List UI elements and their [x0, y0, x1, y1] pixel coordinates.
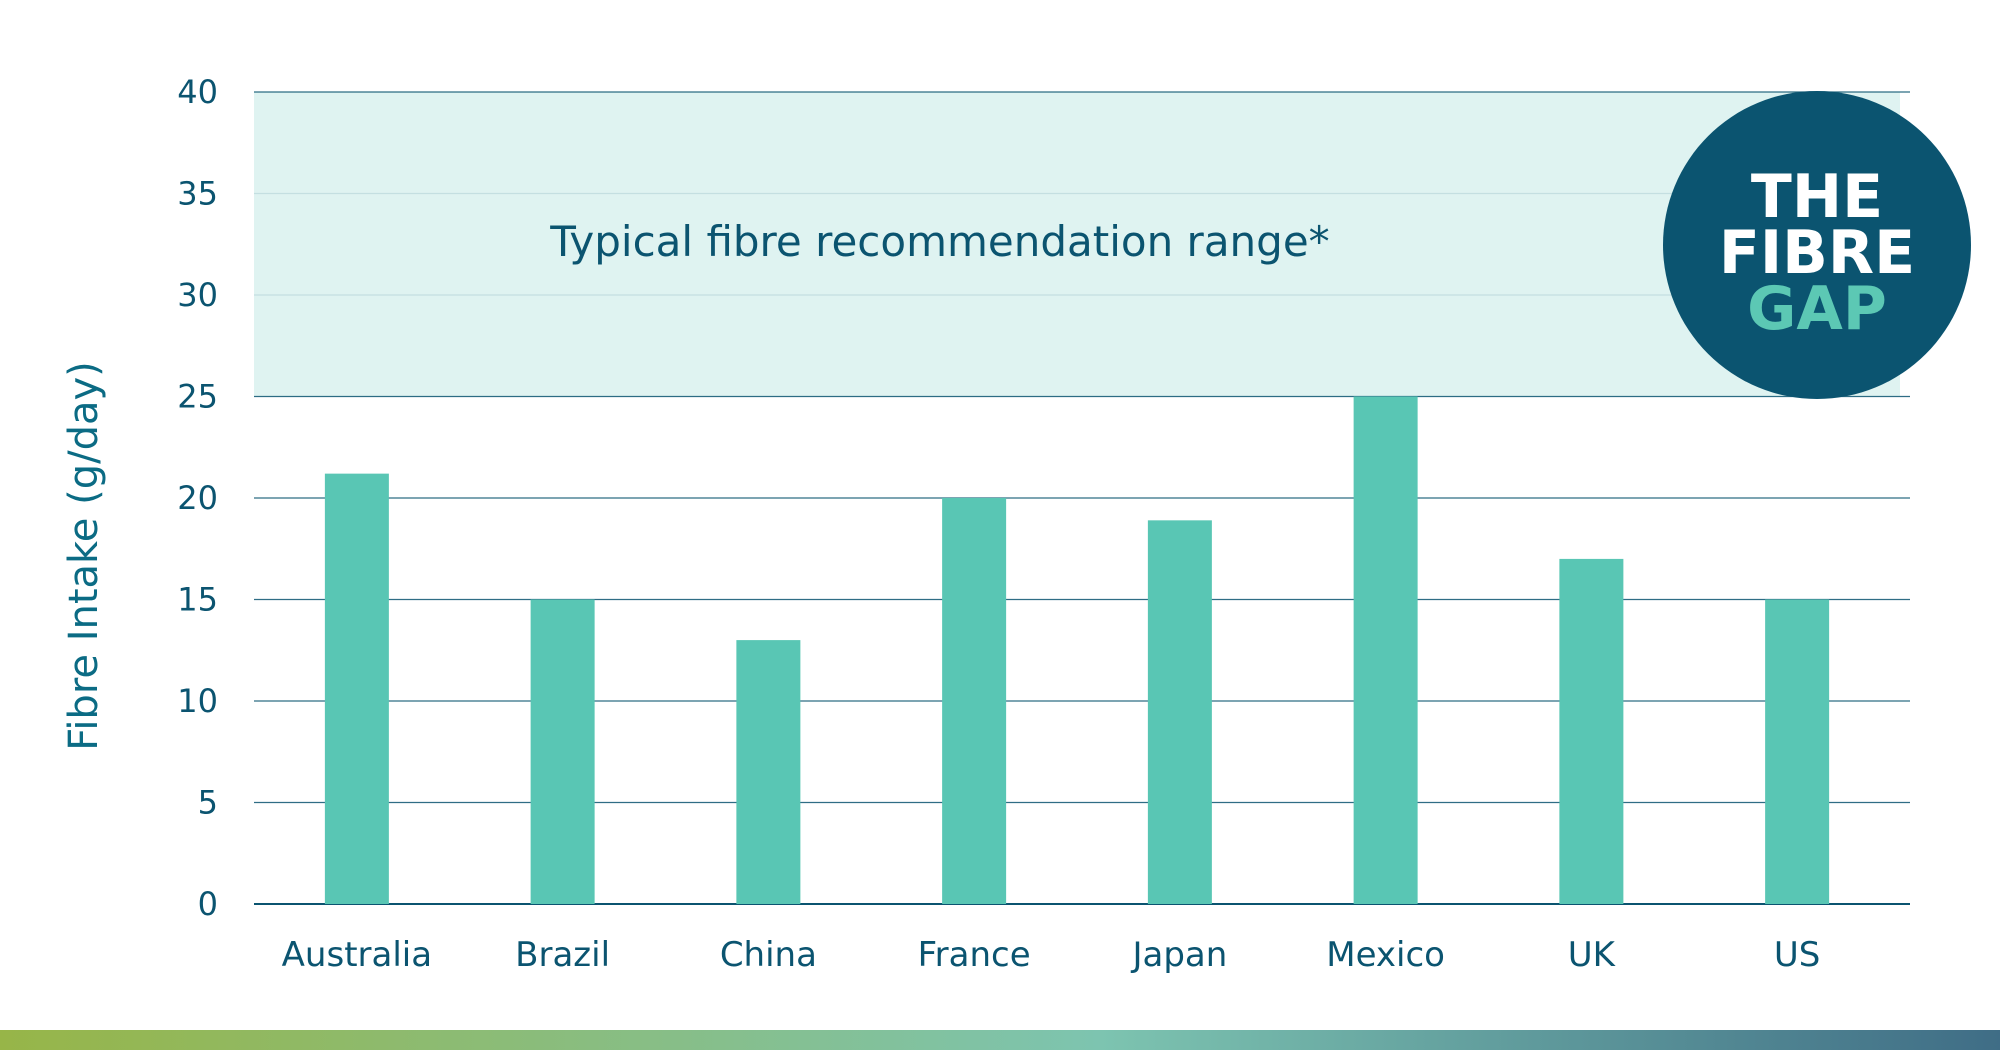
y-tick-label: 15	[177, 581, 218, 619]
badge-line-fibre: FIBRE	[1719, 218, 1915, 288]
x-tick-label: Australia	[282, 935, 432, 975]
bottom-gradient-strip	[0, 1030, 2000, 1050]
bar-uk	[1559, 558, 1624, 904]
y-axis-label: Fibre Intake (g/day)	[61, 361, 107, 751]
fibre-gap-badge: THE FIBRE GAP	[1663, 91, 1971, 399]
y-tick-label: 0	[198, 885, 218, 923]
y-tick-label: 25	[177, 378, 218, 416]
badge-line-gap: GAP	[1747, 274, 1887, 344]
x-tick-label: China	[720, 935, 817, 975]
bar-us	[1765, 599, 1830, 904]
x-tick-label: Mexico	[1326, 935, 1445, 975]
y-tick-label: 10	[177, 682, 218, 720]
y-tick-label: 20	[177, 479, 218, 517]
badge-circle	[1663, 91, 1971, 399]
x-tick-label: France	[918, 935, 1031, 975]
bar-china	[736, 640, 801, 904]
bar-france	[942, 498, 1007, 904]
bar-australia	[324, 473, 389, 904]
bar-brazil	[530, 599, 595, 904]
recommendation-band	[254, 92, 1900, 397]
recommendation-range-label: Typical fibre recommendation range*	[549, 217, 1329, 266]
x-tick-label: Japan	[1130, 935, 1227, 975]
x-tick-label: US	[1774, 935, 1820, 975]
bar-japan	[1147, 520, 1212, 904]
y-tick-label: 35	[177, 175, 218, 213]
bar-mexico	[1353, 396, 1418, 904]
y-tick-label: 30	[177, 276, 218, 314]
x-tick-label: UK	[1568, 935, 1617, 975]
badge-line-the: THE	[1751, 162, 1883, 232]
y-tick-label: 5	[198, 784, 218, 822]
x-tick-label: Brazil	[515, 935, 610, 975]
y-tick-label: 40	[177, 73, 218, 111]
